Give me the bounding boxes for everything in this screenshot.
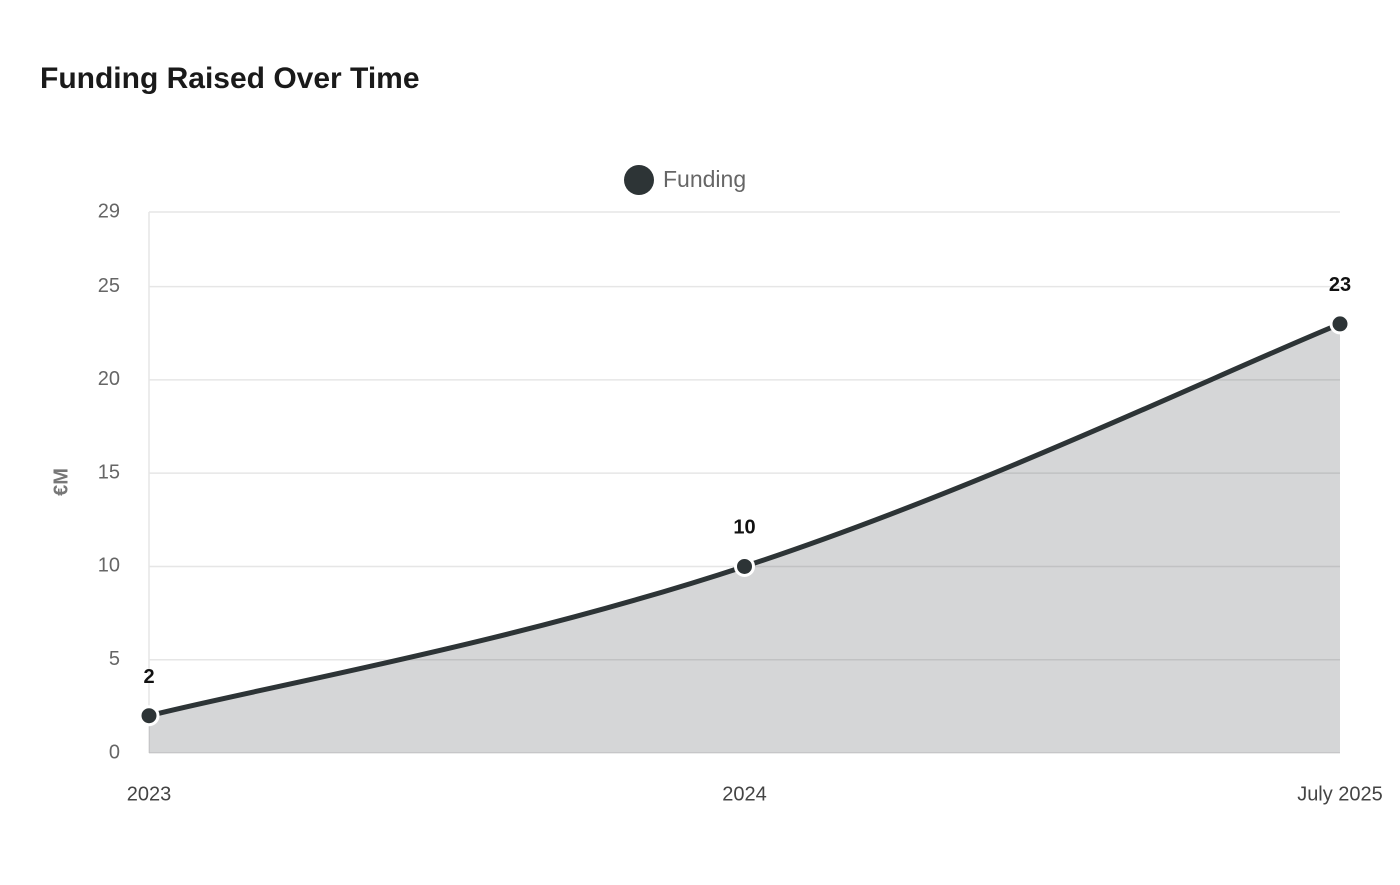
point — [734, 555, 755, 577]
data-label: 23 — [1329, 274, 1351, 296]
point — [138, 705, 160, 727]
y-tick-label: 20 — [98, 368, 120, 390]
chart-title: Funding Raised Over Time — [40, 62, 420, 95]
x-tick-label: July 2025 — [1297, 783, 1383, 805]
y-tick-label: 25 — [98, 275, 120, 297]
point — [1329, 313, 1351, 335]
data-label: 2 — [143, 666, 154, 688]
y-tick-label: 5 — [109, 648, 120, 670]
legend-label: Funding — [663, 166, 746, 192]
data-label: 10 — [733, 517, 755, 539]
y-axis-label: €M — [50, 468, 72, 496]
y-tick-label: 10 — [98, 555, 120, 577]
x-tick-label: 2024 — [722, 783, 767, 805]
y-tick-label: 29 — [98, 200, 120, 222]
legend-marker — [624, 165, 654, 195]
x-tick-label: 2023 — [127, 783, 172, 805]
y-tick-label: 0 — [109, 741, 120, 763]
area — [149, 323, 1340, 753]
y-tick-label: 15 — [98, 461, 120, 483]
